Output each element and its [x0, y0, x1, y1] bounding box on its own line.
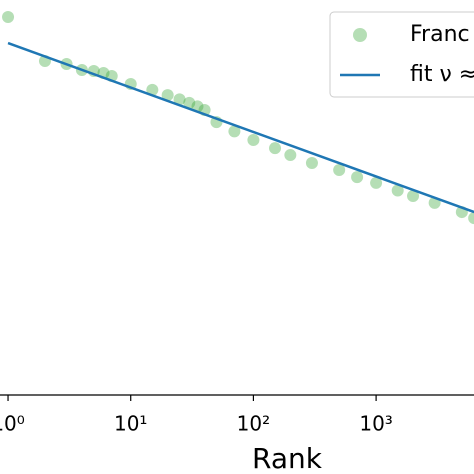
- data-point: [146, 83, 159, 96]
- data-point: [228, 125, 241, 138]
- data-point: [407, 189, 420, 202]
- fit-line: [7, 41, 474, 214]
- data-point: [269, 142, 282, 155]
- data-point: [305, 156, 318, 169]
- data-point: [370, 176, 383, 189]
- plot-area: [2, 10, 474, 225]
- data-point: [183, 96, 196, 109]
- x-axis-label: Rank: [252, 442, 323, 474]
- data-point: [247, 133, 260, 146]
- data-point: [161, 89, 174, 102]
- data-point: [173, 93, 186, 106]
- data-point: [351, 171, 364, 184]
- data-point: [468, 212, 474, 225]
- x-tick-label: 10⁰: [0, 412, 25, 436]
- x-tick-label: 10³: [359, 412, 392, 436]
- x-tick-label: 10²: [237, 412, 270, 436]
- legend-marker: [353, 28, 367, 42]
- legend-label: Franc: [410, 22, 470, 47]
- data-point: [391, 184, 404, 197]
- data-point: [284, 149, 297, 162]
- x-tick-label: 10¹: [114, 412, 147, 436]
- legend-label: fit ν ≈: [410, 62, 474, 87]
- data-point: [333, 163, 346, 176]
- data-point: [2, 10, 15, 23]
